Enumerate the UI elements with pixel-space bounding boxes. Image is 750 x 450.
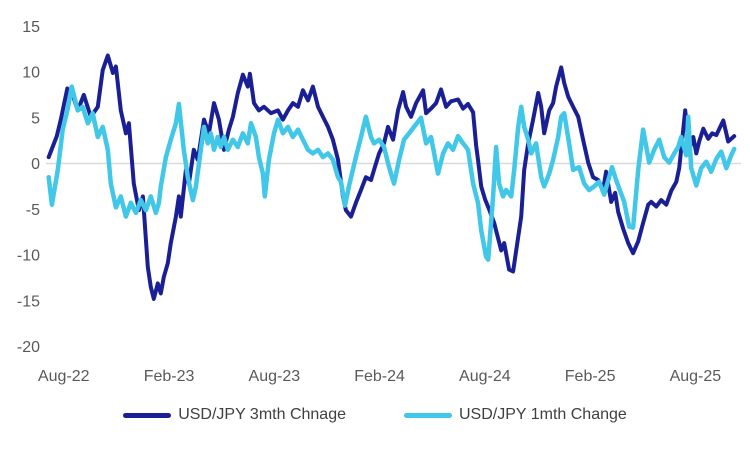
x-axis-tick-label: Aug-22 xyxy=(38,368,90,385)
legend-line-swatch-1mth xyxy=(404,412,452,418)
x-axis-tick-label: Feb-24 xyxy=(354,368,405,385)
chart-legend: USD/JPY 3mth Chnage USD/JPY 1mth Change xyxy=(0,406,750,424)
x-axis-tick-label: Feb-23 xyxy=(144,368,195,385)
x-axis-tick-label: Feb-25 xyxy=(565,368,616,385)
x-axis-tick-label: Aug-24 xyxy=(459,368,511,385)
y-axis-tick-label: 15 xyxy=(22,19,40,36)
y-axis-tick-label: 5 xyxy=(31,110,40,127)
legend-label-3mth: USD/JPY 3mth Chnage xyxy=(178,406,346,423)
legend-label-1mth: USD/JPY 1mth Change xyxy=(459,406,627,423)
legend-item-3mth-change[interactable]: USD/JPY 3mth Chnage xyxy=(123,406,346,424)
line-plot-canvas: 15 10 5 0 -5 -10 -15 -20 Aug-22 Feb-23 Aug-23 Feb-2… xyxy=(17,19,741,385)
y-axis-tick-label: 0 xyxy=(31,156,40,173)
y-axis-tick-label: -10 xyxy=(17,248,40,265)
y-axis-tick-label: -15 xyxy=(17,293,40,310)
x-axis-tick-label: Aug-23 xyxy=(249,368,301,385)
legend-item-1mth-change[interactable]: USD/JPY 1mth Change xyxy=(404,406,627,424)
x-axis-tick-label: Aug-25 xyxy=(670,368,722,385)
y-axis-tick-label: -20 xyxy=(17,339,40,356)
series-line-1mth[interactable] xyxy=(46,84,737,262)
legend-line-swatch-3mth xyxy=(123,412,172,418)
y-axis-tick-label: -5 xyxy=(26,202,40,219)
y-axis-tick-label: 10 xyxy=(22,65,40,82)
series-line-3mth[interactable] xyxy=(46,53,737,301)
